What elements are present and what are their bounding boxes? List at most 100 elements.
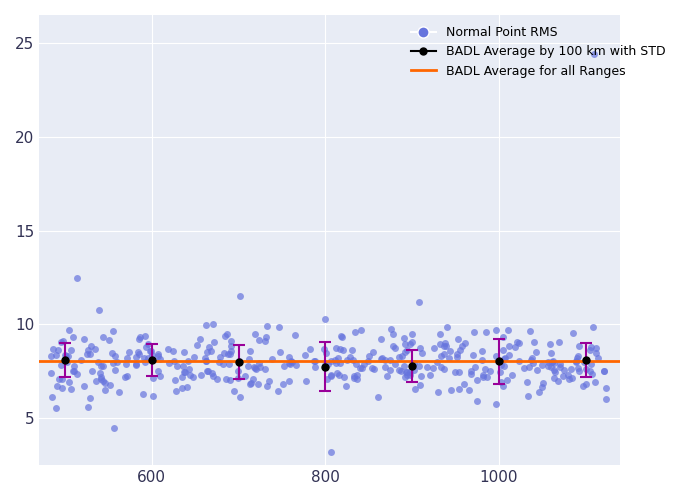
Point <box>537 361 548 369</box>
Point <box>122 372 133 380</box>
Point <box>375 335 386 343</box>
Point <box>274 323 285 331</box>
Point <box>284 360 295 368</box>
Point <box>438 350 449 358</box>
Point <box>153 350 164 358</box>
Point <box>409 359 420 367</box>
Point <box>573 364 584 372</box>
Point <box>503 352 514 360</box>
Point <box>169 357 180 365</box>
Point <box>277 380 288 388</box>
Point <box>244 355 255 363</box>
Point <box>476 347 487 355</box>
Point <box>399 340 410 348</box>
Point <box>326 358 337 366</box>
Point <box>406 330 417 338</box>
Point <box>46 393 57 401</box>
Point <box>225 347 237 355</box>
Point <box>341 382 352 390</box>
Point <box>470 362 481 370</box>
Point <box>492 357 503 365</box>
Point <box>375 354 386 362</box>
Point <box>63 326 74 334</box>
Point <box>537 379 548 387</box>
Point <box>264 377 275 385</box>
Point <box>222 350 233 358</box>
Point <box>221 330 232 338</box>
Point <box>92 358 104 366</box>
Point <box>435 352 447 360</box>
Point <box>79 382 90 390</box>
Point <box>153 367 164 375</box>
Point <box>335 332 346 340</box>
Point <box>542 362 554 370</box>
Point <box>99 386 111 394</box>
Point <box>57 374 68 382</box>
Point <box>549 374 560 382</box>
Point <box>225 376 236 384</box>
Point <box>182 384 193 392</box>
Point <box>439 339 450 347</box>
Point <box>95 374 106 382</box>
Point <box>513 339 524 347</box>
Point <box>84 350 95 358</box>
Point <box>338 373 349 381</box>
Point <box>110 352 121 360</box>
Point <box>393 366 405 374</box>
Point <box>528 338 540 346</box>
Point <box>587 370 598 378</box>
Point <box>139 354 150 362</box>
Point <box>416 349 428 357</box>
Point <box>84 394 95 402</box>
Point <box>321 350 332 358</box>
Point <box>480 328 491 336</box>
Point <box>537 383 548 391</box>
Point <box>78 335 89 343</box>
Point <box>133 335 144 343</box>
Point <box>177 362 188 370</box>
Point <box>352 375 363 383</box>
Point <box>381 372 392 380</box>
Point <box>134 332 146 340</box>
Point <box>140 358 151 366</box>
Point <box>121 360 132 368</box>
Point <box>444 354 455 362</box>
Point <box>449 368 461 376</box>
Point <box>195 336 206 344</box>
Point <box>400 348 411 356</box>
Point <box>130 360 141 368</box>
Point <box>207 372 218 380</box>
Point <box>503 342 514 350</box>
Point <box>229 387 240 395</box>
Point <box>120 372 131 380</box>
Point <box>201 348 212 356</box>
Point <box>224 350 235 358</box>
Point <box>233 366 244 374</box>
Point <box>413 298 424 306</box>
Point <box>531 348 542 356</box>
Point <box>188 373 199 381</box>
Point <box>405 340 416 347</box>
Point <box>409 366 420 374</box>
Point <box>439 342 450 350</box>
Point <box>491 326 502 334</box>
Point <box>521 378 532 386</box>
Point <box>260 336 271 344</box>
Point <box>399 372 410 380</box>
Point <box>452 350 463 358</box>
Point <box>245 379 256 387</box>
Point <box>201 367 212 375</box>
Point <box>458 380 470 388</box>
Point <box>335 359 346 367</box>
Point <box>400 368 412 376</box>
Point <box>146 348 157 356</box>
Point <box>350 328 361 336</box>
Point <box>466 370 477 378</box>
Point <box>531 366 542 374</box>
Point <box>584 367 596 375</box>
Point <box>427 364 438 372</box>
Point <box>121 354 132 362</box>
Point <box>130 352 141 360</box>
Point <box>273 386 284 394</box>
Point <box>178 348 190 356</box>
